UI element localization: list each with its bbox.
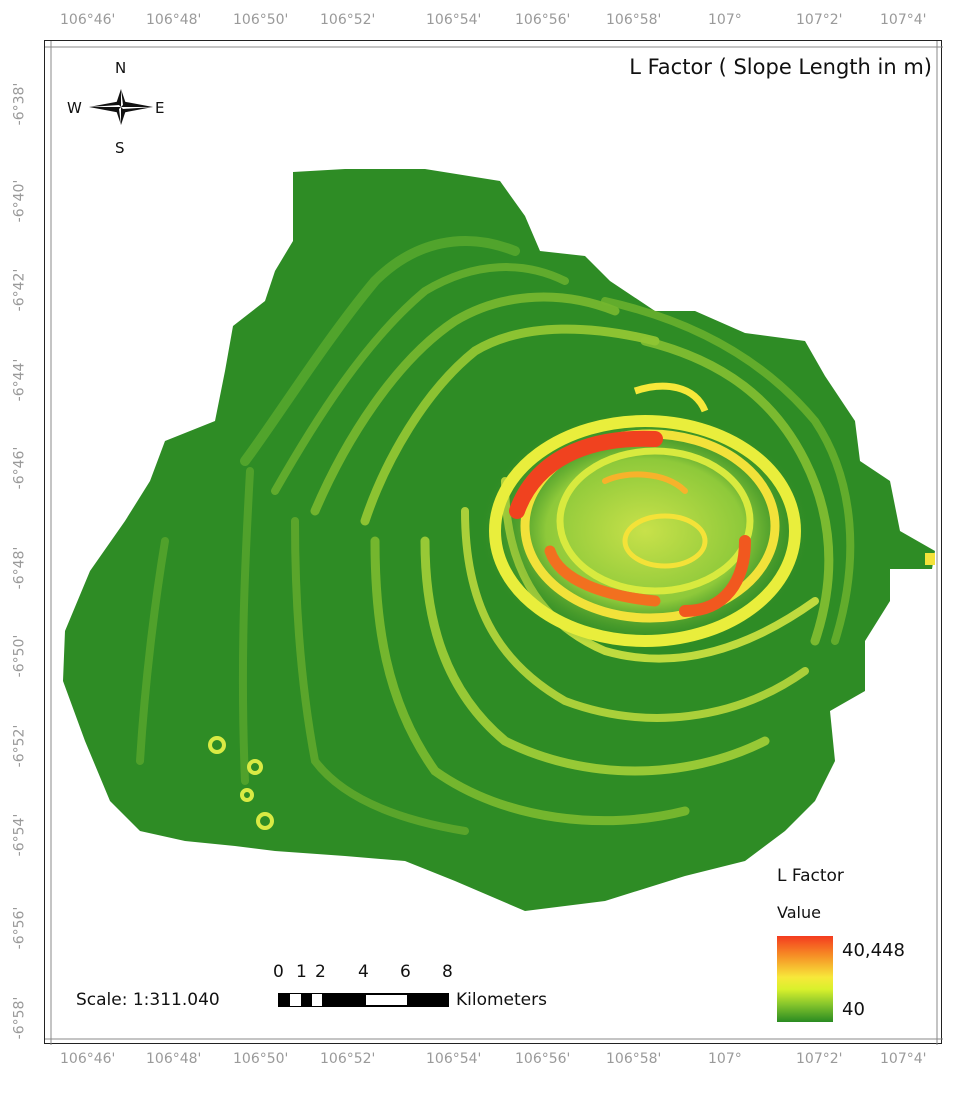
compass-w: W (67, 99, 82, 117)
lat-label: -6°52' (11, 724, 28, 768)
lon-label-top: 106°56' (515, 12, 571, 28)
lon-label-top: 106°48' (146, 12, 202, 28)
compass-rose-icon (89, 89, 153, 125)
lon-label-bottom: 106°58' (606, 1051, 662, 1067)
lon-label-top: 107°2' (796, 12, 843, 28)
lon-label-bottom: 106°50' (233, 1051, 289, 1067)
lat-label: -6°46' (11, 446, 28, 490)
crater-zone (480, 382, 810, 651)
lon-label-top: 106°50' (233, 12, 289, 28)
map-frame: N S W E (44, 40, 943, 1045)
legend-high-value: 40,448 (842, 940, 905, 961)
legend-color-ramp (777, 936, 833, 1022)
compass-n: N (115, 59, 127, 77)
scale-tick: 8 (442, 962, 453, 982)
scale-tick: 2 (315, 962, 326, 982)
lon-label-top: 106°54' (426, 12, 482, 28)
small-rings (208, 736, 274, 830)
lat-label: -6°56' (11, 906, 28, 950)
lon-label-top: 106°52' (320, 12, 376, 28)
lon-label-bottom: 106°48' (146, 1051, 202, 1067)
lon-label-bottom: 107° (708, 1051, 742, 1067)
frame-ticks (45, 41, 943, 1045)
lat-label: -6°40' (11, 179, 28, 223)
lon-label-bottom: 106°52' (320, 1051, 376, 1067)
scale-tick: 1 (296, 962, 307, 982)
scale-unit: Kilometers (456, 990, 547, 1010)
legend-low-value: 40 (842, 999, 865, 1020)
terrain-bands (136, 236, 855, 835)
scale-tick: 4 (358, 962, 369, 982)
east-tip (925, 553, 935, 565)
lat-label: -6°54' (11, 813, 28, 857)
map-title: L Factor ( Slope Length in m) (629, 55, 932, 79)
lon-label-top: 106°58' (606, 12, 662, 28)
legend-subtitle: Value (777, 903, 821, 922)
lon-label-bottom: 106°54' (426, 1051, 482, 1067)
map-canvas (45, 41, 943, 1045)
lon-label-bottom: 106°56' (515, 1051, 571, 1067)
lon-label-top: 106°46' (60, 12, 116, 28)
lat-label: -6°50' (11, 634, 28, 678)
lat-label: -6°44' (11, 358, 28, 402)
scale-tick: 0 (273, 962, 284, 982)
lat-label: -6°38' (11, 82, 28, 126)
north-arrow: N S W E (67, 59, 185, 169)
scale-bar (278, 993, 449, 1007)
scale-tick: 6 (400, 962, 411, 982)
lon-label-bottom: 107°2' (796, 1051, 843, 1067)
compass-s: S (115, 139, 125, 157)
lon-label-top: 107°4' (880, 12, 927, 28)
lon-label-bottom: 107°4' (880, 1051, 927, 1067)
compass-e: E (155, 99, 165, 117)
lat-label: -6°42' (11, 268, 28, 312)
legend-title: L Factor (777, 866, 844, 886)
lat-label: -6°58' (11, 996, 28, 1040)
lon-label-top: 107° (708, 12, 742, 28)
lon-label-bottom: 106°46' (60, 1051, 116, 1067)
scale-ratio: Scale: 1:311.040 (76, 990, 220, 1010)
lat-label: -6°48' (11, 546, 28, 590)
